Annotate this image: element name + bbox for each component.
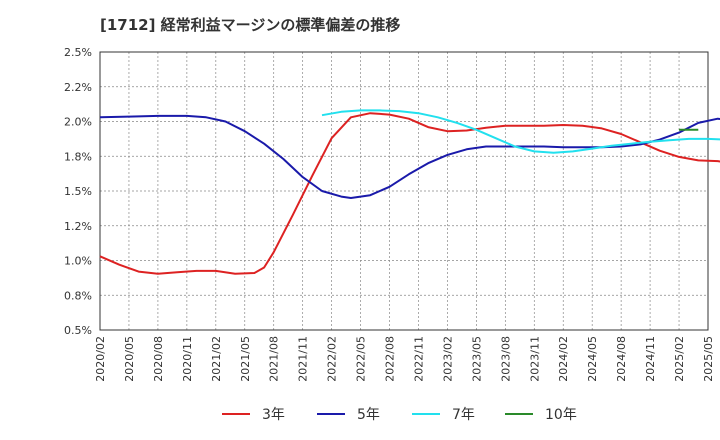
y-tick-label: 1.5%	[64, 185, 92, 198]
x-tick-label: 2023/05	[470, 336, 483, 382]
series-line-7年	[321, 109, 720, 154]
x-tick-label: 2021/08	[268, 336, 281, 382]
x-tick-label: 2022/08	[384, 336, 397, 382]
x-tick-label: 2020/08	[152, 336, 165, 382]
y-axis-tick-labels: 0.5% 0.8% 1.0% 1.2% 1.5% 1.8% 2.0% 2.2% 2.5%	[64, 46, 92, 337]
legend-label: 7年	[452, 407, 475, 423]
series-lines	[99, 109, 720, 275]
chart-title: [1712] 経常利益マージンの標準偏差の推移	[100, 16, 401, 34]
x-tick-label: 2023/11	[528, 336, 541, 382]
x-tick-label: 2024/08	[615, 336, 628, 382]
x-tick-label: 2020/11	[181, 336, 194, 382]
y-tick-label: 1.8%	[64, 150, 92, 163]
x-tick-label: 2024/11	[644, 336, 657, 382]
y-tick-label: 1.0%	[64, 255, 92, 268]
x-tick-label: 2021/11	[297, 336, 310, 382]
y-tick-label: 0.8%	[64, 289, 92, 302]
x-tick-label: 2022/02	[326, 336, 339, 382]
x-tick-label: 2020/02	[94, 336, 107, 382]
plot-frame	[99, 51, 709, 331]
y-tick-label: 1.2%	[64, 220, 92, 233]
x-tick-label: 2021/02	[210, 336, 223, 382]
y-tick-label: 2.5%	[64, 46, 92, 59]
grid	[99, 51, 709, 331]
x-axis-tick-labels: 2020/02 2020/05 2020/08 2020/11 2021/02 2021/…	[94, 336, 715, 382]
legend: 3年 5年 7年 10年	[222, 407, 577, 423]
series-line-3年	[99, 112, 720, 275]
series-line-5年	[99, 114, 720, 199]
x-tick-label: 2024/02	[557, 336, 570, 382]
x-tick-label: 2022/11	[412, 336, 425, 382]
x-tick-label: 2025/05	[702, 336, 715, 382]
x-tick-label: 2023/02	[441, 336, 454, 382]
legend-label: 10年	[545, 407, 577, 423]
x-tick-label: 2023/08	[499, 336, 512, 382]
y-tick-label: 2.2%	[64, 81, 92, 94]
x-tick-label: 2021/05	[239, 336, 252, 382]
y-tick-label: 0.5%	[64, 324, 92, 337]
y-tick-label: 2.0%	[64, 116, 92, 129]
legend-label: 5年	[357, 407, 380, 423]
x-tick-label: 2022/05	[355, 336, 368, 382]
x-tick-label: 2020/05	[123, 336, 136, 382]
x-tick-label: 2024/05	[586, 336, 599, 382]
x-tick-label: 2025/02	[673, 336, 686, 382]
legend-label: 3年	[262, 407, 285, 423]
